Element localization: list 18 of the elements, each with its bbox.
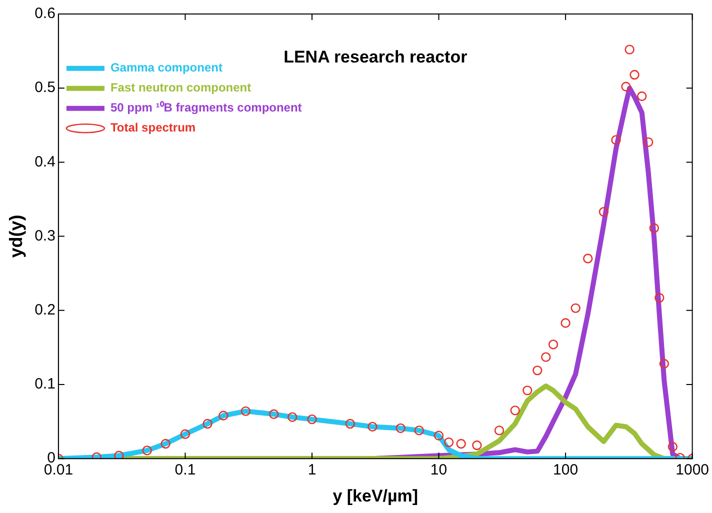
x-axis-title: y [keV/µm] bbox=[332, 486, 418, 506]
text: LENA research reactor bbox=[284, 48, 468, 67]
legend-label: 50 ppm ¹⁰B fragments component bbox=[110, 100, 302, 115]
y-tick-label: 0.6 bbox=[34, 5, 56, 22]
x-tick-label: 0.1 bbox=[174, 462, 196, 479]
y-tick-label: 0.3 bbox=[34, 227, 56, 244]
legend-label: Fast neutron component bbox=[110, 80, 252, 95]
y-axis-title: yd(y) bbox=[6, 214, 26, 258]
x-tick-label: 10 bbox=[430, 462, 448, 479]
legend-label: Gamma component bbox=[110, 60, 222, 75]
x-tick-label: 1000 bbox=[676, 462, 710, 479]
y-tick-label: 0.1 bbox=[34, 376, 56, 393]
y-tick-label: 0.4 bbox=[34, 153, 56, 170]
y-tick-label: 0.5 bbox=[34, 79, 56, 96]
x-tick-label: 1 bbox=[308, 462, 316, 479]
legend-label: Total spectrum bbox=[110, 120, 196, 135]
y-tick-label: 0.2 bbox=[34, 302, 56, 319]
x-tick-label: 100 bbox=[553, 462, 578, 479]
